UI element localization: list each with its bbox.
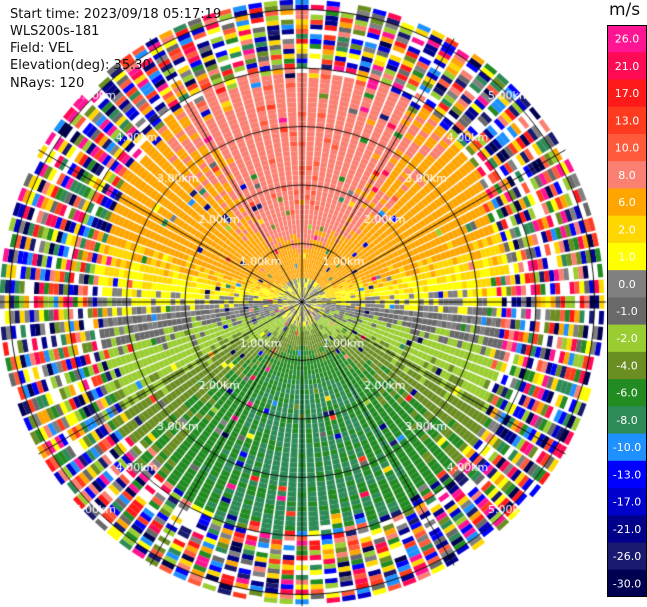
colorbar-tick-label: -10.0: [613, 441, 641, 454]
colorbar-segment: [607, 351, 647, 380]
colorbar-tick-label: -13.0: [613, 468, 641, 481]
colorbar-segment: [607, 324, 647, 353]
colorbar-tick-label: -2.0: [616, 332, 637, 345]
colorbar-tick-label: 26.0: [615, 33, 640, 46]
colorbar-tick-label: -30.0: [613, 577, 641, 590]
plot-info: Start time: 2023/09/18 05:17:19 WLS200s-…: [10, 6, 221, 92]
colorbar-tick-label: 8.0: [618, 169, 636, 182]
colorbar-segment: [607, 297, 647, 326]
colorbar-tick-label: 6.0: [618, 196, 636, 209]
colorbar-tick-label: -26.0: [613, 550, 641, 563]
colorbar-tick-label: 1.0: [618, 251, 636, 264]
colorbar-tick-label: -17.0: [613, 496, 641, 509]
colorbar-segment: [607, 188, 647, 217]
colorbar-tick-label: -6.0: [616, 387, 637, 400]
colorbar-tick-label: -8.0: [616, 414, 637, 427]
colorbar-tick-label: 21.0: [615, 60, 640, 73]
colorbar-segment: [607, 79, 647, 108]
colorbar-segment: [607, 133, 647, 162]
colorbar-tick-label: 2.0: [618, 223, 636, 236]
colorbar-segment: [607, 215, 647, 244]
colorbar-tick-label: -1.0: [616, 305, 637, 318]
nrays-label: NRays: 120: [10, 76, 85, 91]
colorbar-segment: [607, 161, 647, 189]
colorbar-segment: [607, 25, 647, 53]
start-time-label: Start time: 2023/09/18 05:17:19: [10, 7, 222, 22]
colorbar-tick-label: 10.0: [615, 142, 640, 155]
field-label: Field: VEL: [10, 41, 73, 56]
colorbar-segment: [607, 379, 647, 407]
colorbar-segment: [607, 242, 647, 271]
colorbar-segment: [607, 488, 647, 516]
colorbar-tick-label: 0.0: [618, 278, 636, 291]
colorbar: 26.0 21.0 17.0 13.0 10.0 8.0 6.0 2.0 1.0 0.0 -1.0 -…: [607, 25, 647, 597]
colorbar-segment: [607, 406, 647, 435]
elevation-label: Elevation(deg): 35.30: [10, 58, 151, 73]
colorbar-tick-label: -21.0: [613, 523, 641, 536]
colorbar-segment: [607, 270, 647, 298]
colorbar-unit-label: m/s: [609, 0, 641, 20]
colorbar-segment: [607, 542, 647, 571]
colorbar-tick-label: 17.0: [615, 87, 640, 100]
colorbar-tick-label: 13.0: [615, 114, 640, 127]
instrument-label: WLS200s-181: [10, 24, 100, 39]
colorbar-segment: [607, 52, 647, 80]
colorbar-segment: [607, 569, 647, 597]
colorbar-segment: [607, 515, 647, 544]
colorbar-segment: [607, 460, 647, 489]
colorbar-segment: [607, 106, 647, 135]
colorbar-segment: [607, 433, 647, 462]
colorbar-tick-label: -4.0: [616, 359, 637, 372]
